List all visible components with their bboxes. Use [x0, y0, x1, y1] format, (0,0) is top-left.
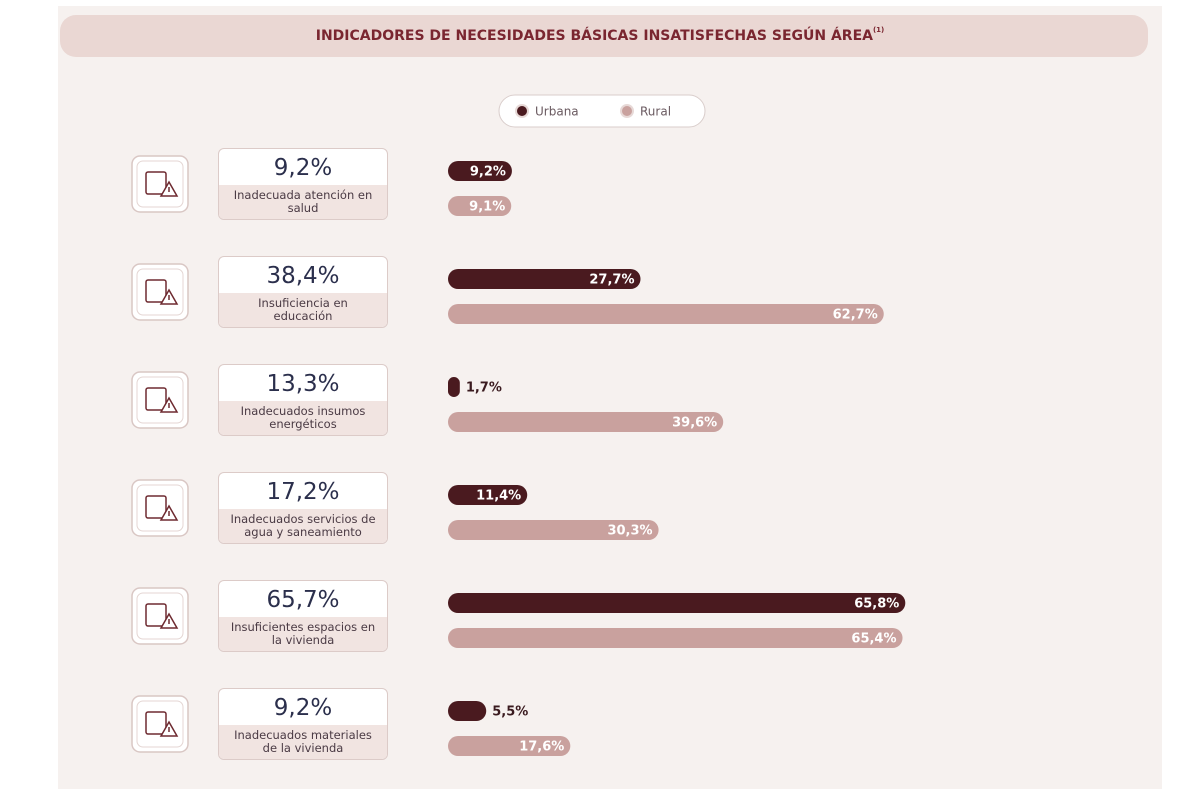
indicator-card: 9,2% Inadecuados materiales de la viviend… — [218, 688, 388, 760]
icon-inner — [136, 592, 184, 640]
icon-body — [145, 711, 167, 735]
icon-inner — [136, 484, 184, 532]
value-label: 9,2% — [470, 165, 506, 180]
title-note: (1) — [873, 26, 884, 34]
legend-label: Rural — [640, 105, 671, 119]
category-label: Insuficientes espacios en la vivienda — [219, 617, 387, 651]
value-label: 62,7% — [833, 308, 878, 323]
bar — [448, 304, 884, 324]
bar — [448, 412, 724, 432]
legend-box — [498, 94, 706, 128]
icon-frame — [131, 155, 189, 213]
icon — [131, 587, 189, 645]
icon-frame — [131, 263, 189, 321]
total-value: 65,7% — [266, 587, 340, 613]
icon-body — [145, 387, 167, 411]
icon-frame — [131, 587, 189, 645]
bar — [448, 593, 906, 613]
icon-inner — [136, 268, 184, 316]
icon-frame — [131, 695, 189, 753]
category-label: Inadecuados materiales de la vivienda — [219, 725, 387, 759]
total-value: 38,4% — [266, 263, 340, 289]
value-label: 1,7% — [466, 381, 502, 396]
indicator-card: 17,2% Inadecuados servicios de agua y san… — [218, 472, 388, 544]
value-label: 39,6% — [672, 416, 717, 431]
value-label: 65,8% — [854, 597, 899, 612]
icon — [131, 695, 189, 753]
icon-inner — [136, 700, 184, 748]
icon-inner — [136, 160, 184, 208]
value-label: 5,5% — [492, 705, 528, 720]
category-label: Inadecuados servicios de agua y saneamie… — [219, 509, 387, 543]
legend-swatch — [620, 104, 634, 118]
bar — [448, 701, 487, 721]
icon-body — [145, 495, 167, 519]
chart-title: INDICADORES DE NECESIDADES BÁSICAS INSAT… — [316, 26, 885, 44]
value-label: 17,6% — [519, 740, 564, 755]
legend-swatch — [515, 104, 529, 118]
total-value: 9,2% — [273, 695, 333, 721]
icon — [131, 155, 189, 213]
total-value: 17,2% — [266, 479, 340, 505]
bar — [448, 736, 571, 756]
value-label: 65,4% — [851, 632, 896, 647]
icon-frame — [131, 371, 189, 429]
icon — [131, 371, 189, 429]
total-value: 13,3% — [266, 371, 340, 397]
value-label: 9,1% — [469, 200, 505, 215]
icon-inner — [136, 376, 184, 424]
value-label: 11,4% — [476, 489, 521, 504]
bar — [448, 161, 512, 181]
indicator-card: 13,3% Inadecuados insumos energéticos — [218, 364, 388, 436]
category-label: Inadecuados insumos energéticos — [219, 401, 387, 435]
icon-body — [145, 171, 167, 195]
icon-frame — [131, 479, 189, 537]
total-value: 9,2% — [273, 155, 333, 181]
indicator-card: 65,7% Insuficientes espacios en la vivien… — [218, 580, 388, 652]
icon — [131, 263, 189, 321]
legend-label: Urbana — [535, 105, 579, 119]
icon — [131, 479, 189, 537]
value-label: 27,7% — [589, 273, 634, 288]
category-label: Insuficiencia en educación — [219, 293, 387, 327]
bar — [448, 377, 460, 397]
title-bar — [60, 15, 1148, 57]
bar — [448, 269, 641, 289]
bar — [448, 485, 528, 505]
category-label: Inadecuada atención en salud — [219, 185, 387, 219]
indicator-card: 38,4% Insuficiencia en educación — [218, 256, 388, 328]
icon-body — [145, 603, 167, 627]
bar — [448, 628, 903, 648]
bar — [448, 196, 512, 216]
value-label: 30,3% — [607, 524, 652, 539]
icon-body — [145, 279, 167, 303]
title-text: INDICADORES DE NECESIDADES BÁSICAS INSAT… — [316, 26, 873, 44]
indicator-card: 9,2% Inadecuada atención en salud — [218, 148, 388, 220]
bar — [448, 520, 659, 540]
